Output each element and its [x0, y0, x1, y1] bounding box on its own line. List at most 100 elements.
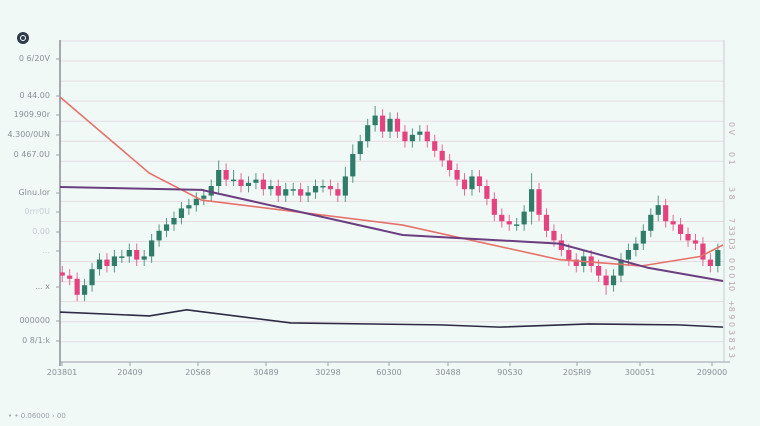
candle-body [424, 131, 430, 142]
candle-body [208, 186, 214, 196]
candle-body [506, 221, 512, 225]
candle-body [365, 125, 371, 142]
candle-body [469, 176, 475, 190]
candle-body [245, 182, 252, 186]
candle-body [700, 243, 706, 260]
candle-body [163, 224, 170, 231]
candle-body [663, 205, 669, 222]
candle-body [141, 256, 147, 260]
candle-body [491, 198, 497, 215]
candle-body [119, 256, 125, 258]
candle-body [528, 189, 535, 212]
candle-body [156, 230, 162, 241]
candle-body [59, 272, 65, 276]
candle-body [394, 118, 401, 132]
candle-body [677, 224, 684, 234]
candle-body [566, 250, 572, 260]
candle-body [670, 221, 676, 225]
candle-body [283, 189, 289, 196]
x-tick-label: 20S68 [185, 368, 211, 377]
candle-body [350, 154, 356, 177]
candle-body [536, 189, 542, 215]
candle-body [379, 115, 386, 132]
candle-body [89, 269, 95, 286]
candle-body [588, 256, 594, 266]
candle-body [447, 160, 453, 170]
y-tick-label: 1909.90r [13, 110, 50, 119]
candle-body [409, 134, 415, 142]
candle-body [186, 205, 192, 209]
candle-body [610, 275, 617, 286]
candle-body [573, 259, 579, 266]
candle-body [432, 141, 438, 151]
candle-body [685, 234, 691, 241]
candle-body [223, 170, 229, 180]
candle-body [357, 141, 363, 154]
candle-body [640, 230, 646, 244]
x-tick-label: 60300 [376, 368, 402, 377]
candle-body [201, 195, 207, 199]
volume-dark-line [59, 309, 724, 328]
y-tick-label: 000000 [19, 316, 50, 325]
candle-body [327, 186, 334, 190]
candle-body [335, 189, 341, 196]
y-tick-label: 0rrr0U [24, 207, 50, 216]
footer-text: • • 0.06000 › 00 [8, 412, 66, 420]
candle-body [372, 115, 378, 126]
candle-body [655, 205, 661, 215]
y-tick-label: Glnu.lor [18, 188, 50, 197]
moving-average-orange-line [59, 96, 724, 267]
right-tick-label: 3 8 3 3 [727, 330, 736, 358]
candle-body [74, 278, 80, 295]
candle-body [81, 285, 88, 295]
x-tick-label: 203801 [46, 368, 78, 377]
candle-body [178, 208, 185, 218]
candle-body [514, 224, 520, 226]
right-tick-label: 0 0 0 10 [727, 258, 736, 292]
chart-settings-icon[interactable] [17, 32, 29, 44]
candle-body [305, 192, 311, 196]
candle-body [171, 218, 177, 225]
x-tick-label: 209000 [696, 368, 728, 377]
candle-body [126, 250, 132, 257]
x-tick-label: 20SRI9 [562, 368, 592, 377]
candle-body [551, 230, 557, 241]
candle-body [320, 186, 326, 188]
candle-body [499, 214, 505, 222]
y-tick-label: ... x [35, 282, 50, 291]
x-tick-label: 30489 [253, 368, 279, 377]
x-tick-label: 20409 [117, 368, 143, 377]
candle-body [454, 170, 460, 180]
candle-body [253, 179, 259, 183]
y-tick-label: 0 44.00 [19, 91, 50, 100]
candle-body [707, 259, 713, 266]
candle-body [111, 256, 117, 266]
candle-body [417, 131, 423, 135]
candle-body [96, 259, 103, 270]
candle-body [134, 250, 140, 260]
candle-body [260, 179, 266, 190]
right-tick-label: 0 1 [727, 152, 736, 165]
y-tick-label: 0 8/1:k [22, 336, 50, 345]
candle-body [618, 259, 624, 276]
candle-body [342, 176, 348, 196]
candle-body [521, 211, 527, 225]
candle-body [275, 186, 281, 196]
candle-body [648, 214, 654, 231]
candle-body [625, 250, 632, 260]
y-tick-label: 4.300/0UN [7, 130, 50, 139]
x-tick-label: 30488 [435, 368, 461, 377]
candle-body [230, 179, 237, 182]
right-tick-label: +8 9 0 [727, 300, 736, 328]
candle-body [476, 176, 483, 186]
x-tick-label: 90S30 [497, 368, 523, 377]
candle-body [633, 243, 639, 250]
candle-body [692, 240, 699, 244]
candle-body [439, 150, 445, 161]
right-tick-label: 7 33 D3 [727, 218, 736, 250]
candle-body [715, 250, 721, 266]
x-tick-label: 300051 [624, 368, 656, 377]
y-tick-label: 0 6/20V [18, 54, 50, 63]
candle-body [603, 275, 609, 286]
